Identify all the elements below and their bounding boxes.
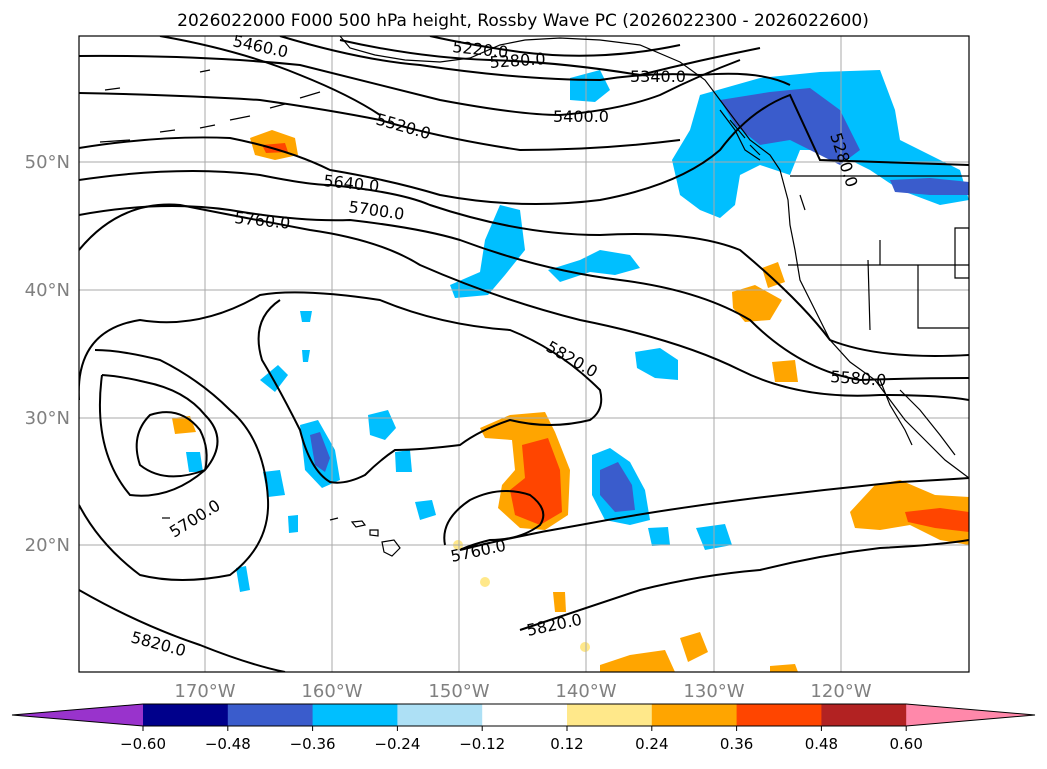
lon-label: 140°W (555, 681, 616, 702)
positive-anomaly-region (772, 360, 798, 382)
colorbar-segment (651, 704, 738, 726)
positive-anomaly-core (905, 508, 969, 532)
lat-label: 50°N (25, 152, 70, 173)
lat-label: 30°N (25, 408, 70, 429)
negative-anomaly-region (635, 348, 678, 380)
contour-5460 (159, 36, 381, 116)
positive-anomaly-region (732, 285, 782, 322)
contour-label: 5400.0 (553, 107, 609, 126)
negative-anomaly-region (415, 500, 436, 520)
colorbar-tick-label: −0.48 (205, 735, 251, 753)
negative-anomaly-shading (186, 70, 969, 592)
colorbar-tick-label: 0.36 (720, 735, 753, 753)
negative-anomaly-region (450, 205, 525, 298)
contour-5400 (79, 54, 741, 117)
contour-5580 (79, 93, 969, 205)
map-frame (78, 35, 970, 673)
colorbar-tick-label: 0.48 (805, 735, 838, 753)
positive-anomaly-core (510, 438, 562, 525)
contour-5220 (429, 36, 681, 57)
colorbar-segment (312, 704, 398, 726)
border-line (788, 227, 969, 331)
colorbar-segment (143, 704, 229, 726)
contour-5640 (79, 170, 969, 357)
lon-label: 150°W (428, 681, 489, 702)
contour-5820 (79, 291, 603, 484)
negative-anomaly-core (890, 178, 969, 195)
negative-anomaly-region (570, 70, 610, 102)
positive-anomaly-region (680, 632, 708, 662)
map-title: 2026022000 F000 500 hPa height, Rossby W… (177, 11, 869, 31)
colorbar-extend-min (12, 704, 143, 726)
colorbar-tick-label: 0.24 (635, 735, 668, 753)
lon-label: 170°W (174, 681, 235, 702)
negative-anomaly-region (263, 470, 285, 497)
positive-anomaly-spot (580, 642, 590, 652)
contour-label: 5280.0 (489, 49, 546, 72)
colorbar-segment (227, 704, 314, 726)
positive-anomaly-spot (480, 577, 490, 587)
contour-5820-south (79, 539, 969, 672)
contour-5760-east (443, 477, 969, 551)
lon-label: 160°W (301, 681, 362, 702)
lon-label: 120°W (810, 681, 871, 702)
positive-anomaly-region (770, 664, 798, 672)
lat-label: 20°N (25, 535, 70, 556)
negative-anomaly-region (260, 365, 288, 392)
colorbar-tick-label: −0.24 (374, 735, 420, 753)
colorbar-segment (736, 704, 822, 726)
colorbar-tick-label: 0.12 (550, 735, 583, 753)
negative-anomaly-region (236, 566, 250, 592)
colorbar-segment (482, 704, 568, 726)
contour-5760 (79, 203, 969, 401)
colorbar-tick-label: 0.60 (889, 735, 922, 753)
colorbar-extend-max (906, 704, 1035, 726)
contour-label: 5580.0 (830, 367, 887, 390)
contour-5340 (279, 36, 791, 86)
contour-5700-south (99, 374, 219, 497)
colorbar-segment (397, 704, 483, 726)
graticule (79, 36, 969, 672)
contour-5520 (79, 92, 681, 152)
height-contours (79, 36, 969, 672)
colorbar-tick-label: −0.36 (290, 735, 336, 753)
longitude-labels: 170°W 160°W 150°W 140°W 130°W 120°W (174, 681, 871, 702)
negative-anomaly-region (300, 311, 312, 322)
negative-anomaly-region (395, 450, 412, 472)
negative-anomaly-core (720, 88, 860, 165)
colorbar-tick-label: −0.12 (459, 735, 505, 753)
positive-anomaly-region (600, 650, 675, 672)
negative-anomaly-region (548, 250, 640, 282)
negative-anomaly-region (302, 350, 310, 362)
latitude-labels: 50°N 40°N 30°N 20°N (25, 152, 70, 556)
negative-anomaly-region (288, 515, 298, 533)
colorbar: −0.60 −0.48 −0.36 −0.24 −0.12 0.12 0.24 0.36 0.4… (11, 703, 1036, 753)
lon-label: 130°W (683, 681, 744, 702)
colorbar-segment (567, 704, 653, 726)
lat-label: 40°N (25, 280, 70, 301)
negative-anomaly-region (186, 452, 203, 472)
colorbar-segment (821, 704, 907, 726)
contour-5760-south (79, 349, 270, 581)
contour-label: 5340.0 (630, 67, 686, 86)
positive-anomaly-region (553, 592, 566, 612)
negative-anomaly-region (648, 527, 670, 546)
negative-anomaly-core (310, 432, 330, 472)
contour-5700-loop (135, 411, 208, 478)
coastline-baja (879, 379, 956, 456)
coastline-aleutian (99, 69, 321, 143)
contour-5700 (79, 205, 969, 382)
negative-anomaly-core (600, 462, 635, 512)
positive-anomaly-region (762, 262, 785, 288)
colorbar-tick-label: −0.60 (120, 735, 166, 753)
hawaii-islands (162, 517, 401, 557)
contour-5280-north (339, 39, 761, 77)
